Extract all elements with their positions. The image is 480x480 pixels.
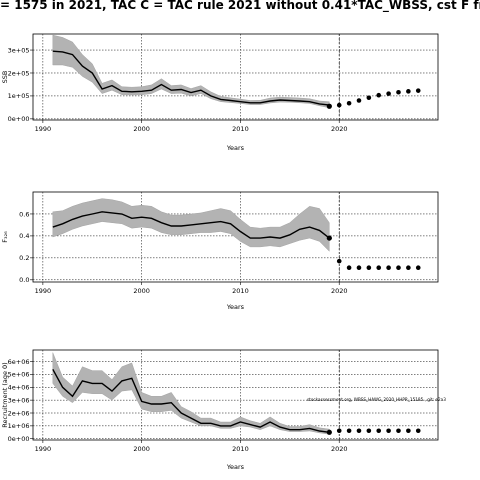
plot-frame — [32, 191, 439, 283]
last-point — [326, 429, 332, 435]
x-tick-label: 1990 — [35, 125, 52, 133]
confidence-band — [52, 34, 330, 109]
y-tick-label: 0.2 — [19, 254, 29, 262]
forecast-point — [346, 428, 352, 434]
last-point — [326, 103, 332, 109]
forecast-point — [356, 98, 362, 103]
x-tick-label: 2010 — [232, 125, 249, 133]
x-axis-label: Years — [226, 144, 245, 152]
estimate-line — [52, 50, 330, 106]
forecast-point — [336, 428, 342, 434]
forecast-point — [376, 92, 382, 98]
forecast-point — [346, 265, 352, 271]
y-tick-label: 2e+06 — [8, 409, 30, 417]
forecast-point — [376, 265, 382, 271]
x-tick-label: 2000 — [133, 445, 150, 453]
forecast-point — [366, 265, 372, 271]
estimate-line — [52, 368, 330, 433]
y-tick-label: 0.6 — [19, 210, 29, 218]
plot-frame — [32, 349, 439, 441]
x-tick-label: 2020 — [331, 445, 348, 453]
chart-title: = 1575 in 2021, TAC C = TAC rule 2021 wi… — [0, 0, 480, 12]
forecast-point — [386, 265, 391, 271]
forecast-point — [386, 428, 391, 434]
y-tick-label: 0e+00 — [8, 435, 30, 443]
forecast-point — [336, 102, 342, 108]
forecast-point — [366, 428, 372, 434]
panel-ssb: 0e+00 1e+05 2e+05 3e+05 1990 2000 2010 2020 Year… — [1, 33, 439, 152]
confidence-band — [52, 352, 330, 435]
forecast-point — [356, 428, 362, 434]
y-axis-label: SSB — [1, 71, 9, 84]
estimate-line — [52, 211, 330, 239]
forecast-point — [356, 265, 362, 271]
forecast-point — [396, 89, 401, 95]
forecast-point — [415, 88, 421, 93]
x-tick-label: 2010 — [232, 445, 249, 453]
last-point — [326, 235, 332, 241]
x-tick-label: 1990 — [35, 445, 52, 453]
forecast-point — [336, 258, 342, 264]
y-tick-label: 4e+06 — [8, 384, 30, 392]
x-axis-label: Years — [226, 303, 245, 311]
forecast-point — [376, 428, 382, 434]
y-tick-label: 0e+00 — [8, 115, 30, 123]
y-tick-label: 1e+06 — [8, 422, 30, 430]
y-axis-label: Recruitment (age 0) — [1, 362, 9, 427]
x-tick-label: 2000 — [133, 287, 150, 295]
x-tick-label: 1990 — [35, 287, 52, 295]
x-axis-label: Years — [226, 463, 245, 471]
panel-recruitment: 0e+00 1e+06 2e+06 3e+06 4e+06 5e+06 6e+06 1990 2… — [1, 349, 439, 471]
forecast-point — [366, 95, 372, 101]
y-tick-label: 3e+05 — [8, 46, 30, 54]
x-tick-label: 2010 — [232, 287, 249, 295]
forecast-point — [406, 89, 411, 94]
y-tick-label: 0.0 — [19, 276, 29, 284]
y-tick-label: 6e+06 — [8, 358, 30, 366]
forecast-point — [386, 91, 391, 96]
x-tick-label: 2020 — [331, 287, 348, 295]
plot-frame — [32, 33, 439, 121]
y-tick-label: 1e+05 — [8, 92, 30, 100]
y-tick-label: 2e+05 — [8, 69, 30, 77]
forecast-point — [415, 265, 421, 271]
forecast-point — [396, 265, 401, 271]
forecast-point — [346, 100, 352, 106]
x-tick-label: 2020 — [331, 125, 348, 133]
y-axis-label: F₃₂₆ — [1, 231, 9, 243]
y-tick-label: 3e+06 — [8, 396, 30, 404]
y-tick-label: 5e+06 — [8, 371, 30, 379]
x-tick-label: 2000 — [133, 125, 150, 133]
forecast-point — [406, 428, 411, 434]
panel-f: 0.0 0.2 0.4 0.6 1990 2000 2010 2020 Years F₃₂₆ — [1, 191, 439, 311]
forecast-point — [415, 428, 421, 434]
forecast-point — [396, 428, 401, 434]
source-annotation: stockassessment.org, WBSS_HAWG_2020_HHPR… — [307, 397, 446, 402]
forecast-point — [406, 265, 411, 271]
y-tick-label: 0.4 — [19, 232, 29, 240]
